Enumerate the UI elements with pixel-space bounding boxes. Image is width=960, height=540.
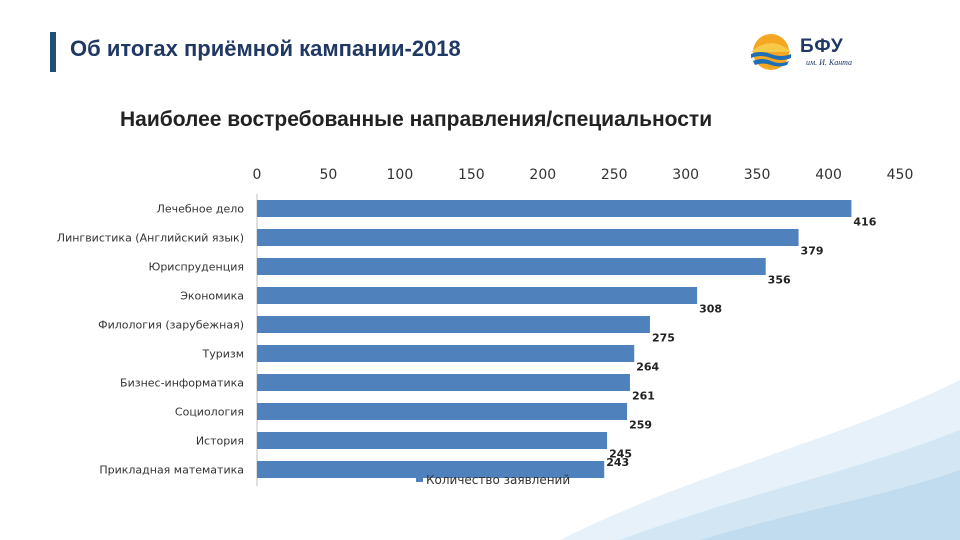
bar <box>257 258 766 275</box>
data-label: 261 <box>632 390 655 403</box>
bar <box>257 200 852 217</box>
bar <box>257 374 630 391</box>
bar <box>257 461 605 478</box>
x-tick-label: 400 <box>815 167 842 183</box>
category-label: Прикладная математика <box>99 464 244 477</box>
legend-label: Количество заявлений <box>426 473 570 487</box>
chart-title: Наиболее востребованные направления/спец… <box>120 108 713 131</box>
category-label: История <box>196 435 244 448</box>
data-label: 243 <box>606 456 629 469</box>
data-label: 275 <box>652 332 675 345</box>
category-label: Бизнес-информатика <box>120 377 244 390</box>
bar <box>257 287 698 304</box>
bar <box>257 432 608 449</box>
category-label: Юриспруденция <box>148 261 244 274</box>
legend-swatch <box>416 475 423 482</box>
data-label: 259 <box>629 419 652 432</box>
data-label: 245 <box>609 448 632 461</box>
bar <box>257 403 628 420</box>
title-accent-bar <box>50 32 56 72</box>
bfu-logo <box>751 34 791 70</box>
x-tick-label: 250 <box>601 167 628 183</box>
x-tick-label: 50 <box>320 167 338 183</box>
data-label: 308 <box>699 303 722 316</box>
data-label: 416 <box>853 216 876 229</box>
category-label: Экономика <box>180 290 244 303</box>
logo-subtitle: им. И. Канта <box>806 58 853 67</box>
bar <box>257 229 799 246</box>
category-label: Лингвистика (Английский язык) <box>57 232 244 245</box>
category-label: Лечебное дело <box>157 203 245 216</box>
data-label: 356 <box>768 274 791 287</box>
bar <box>257 316 650 333</box>
category-label: Филология (зарубежная) <box>98 319 244 332</box>
x-tick-label: 100 <box>387 167 414 183</box>
x-tick-label: 200 <box>529 167 556 183</box>
x-tick-label: 150 <box>458 167 485 183</box>
category-label: Социология <box>175 406 244 419</box>
x-tick-label: 450 <box>887 167 914 183</box>
bar <box>257 345 635 362</box>
data-label: 379 <box>801 245 824 258</box>
x-tick-label: 0 <box>253 167 262 183</box>
x-tick-label: 300 <box>672 167 699 183</box>
data-label: 264 <box>636 361 659 374</box>
page-title: Об итогах приёмной кампании-2018 <box>70 36 461 61</box>
category-label: Туризм <box>201 348 244 361</box>
logo-name: БФУ <box>800 36 844 57</box>
x-tick-label: 350 <box>744 167 771 183</box>
